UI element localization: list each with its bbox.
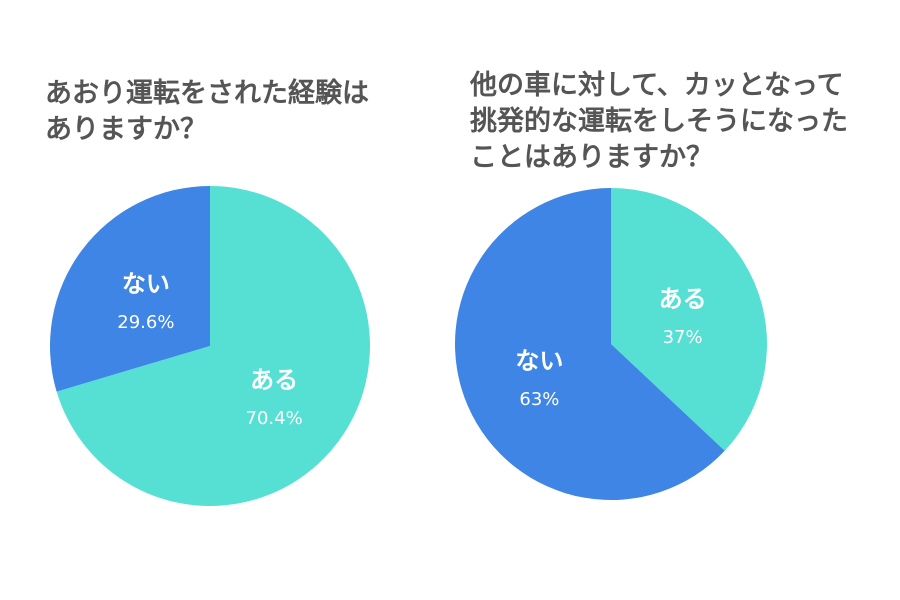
slice-value-label: 70.4% bbox=[246, 408, 303, 429]
pie-chart-left: ある 70.4% ない 29.6% bbox=[49, 186, 371, 506]
pie-slice-aru bbox=[56, 186, 371, 506]
pie-slice-aru bbox=[611, 188, 767, 451]
pie-slice-nai bbox=[455, 188, 725, 500]
slice-category-label: ない bbox=[515, 347, 563, 375]
slice-value-label: 63% bbox=[519, 389, 559, 410]
slice-category-label: ある bbox=[659, 285, 707, 313]
pie-chart-right: ある 37% ない 63% bbox=[455, 188, 767, 500]
chart-title-left: あおり運転をされた経験は ありますか？ bbox=[45, 78, 369, 145]
slice-category-label: ある bbox=[250, 366, 298, 394]
chart-title-right: 他の車に対して、カッとなって 挑発的な運転をしそうになった ことはありますか？ bbox=[470, 70, 848, 173]
slice-value-label: 37% bbox=[663, 327, 703, 348]
slice-value-label: 29.6% bbox=[117, 312, 174, 333]
slice-category-label: ない bbox=[122, 270, 170, 298]
pie-slice-nai bbox=[49, 186, 210, 392]
